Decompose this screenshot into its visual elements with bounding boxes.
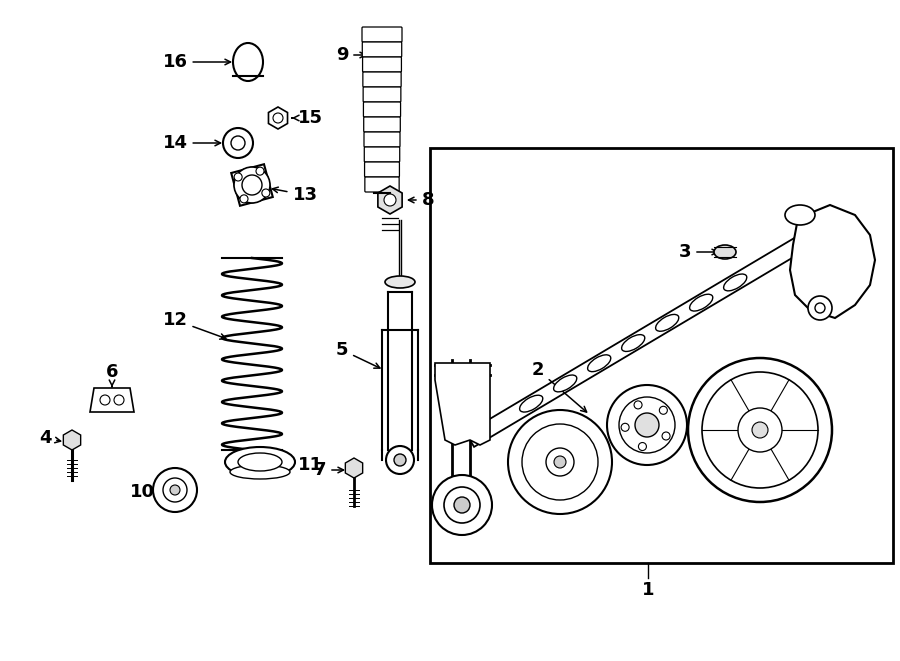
FancyBboxPatch shape [364, 162, 400, 177]
FancyBboxPatch shape [363, 57, 401, 72]
Ellipse shape [714, 245, 736, 259]
Circle shape [444, 487, 480, 523]
Circle shape [256, 167, 264, 175]
Circle shape [394, 454, 406, 466]
Circle shape [634, 401, 642, 409]
Ellipse shape [554, 375, 577, 392]
FancyBboxPatch shape [364, 132, 400, 147]
Circle shape [522, 424, 598, 500]
Circle shape [660, 407, 667, 414]
Circle shape [454, 497, 470, 513]
Circle shape [688, 358, 832, 502]
Circle shape [619, 397, 675, 453]
Ellipse shape [689, 294, 713, 311]
Ellipse shape [724, 274, 747, 291]
Ellipse shape [519, 395, 543, 412]
Text: 6: 6 [106, 363, 118, 387]
Text: 7: 7 [314, 461, 344, 479]
Circle shape [738, 408, 782, 452]
Circle shape [273, 113, 283, 123]
Text: 14: 14 [163, 134, 220, 152]
Circle shape [554, 456, 566, 468]
Polygon shape [268, 107, 287, 129]
Circle shape [114, 395, 124, 405]
FancyBboxPatch shape [364, 117, 400, 132]
Polygon shape [346, 458, 363, 478]
Ellipse shape [230, 465, 290, 479]
Circle shape [234, 173, 242, 181]
Circle shape [815, 303, 825, 313]
Circle shape [242, 175, 262, 195]
Circle shape [546, 448, 574, 476]
FancyBboxPatch shape [362, 27, 402, 42]
Polygon shape [466, 231, 814, 447]
Circle shape [240, 195, 248, 203]
Circle shape [621, 423, 629, 431]
Ellipse shape [238, 453, 282, 471]
Circle shape [223, 128, 253, 158]
Circle shape [163, 478, 187, 502]
Polygon shape [790, 205, 875, 318]
Ellipse shape [588, 355, 611, 371]
Text: 3: 3 [679, 243, 717, 261]
Circle shape [100, 395, 110, 405]
Text: 9: 9 [336, 46, 365, 64]
Circle shape [384, 194, 396, 206]
Text: 2: 2 [532, 361, 587, 412]
Polygon shape [231, 164, 273, 206]
Text: 4: 4 [39, 429, 60, 447]
Circle shape [702, 372, 818, 488]
Circle shape [231, 136, 245, 150]
Circle shape [508, 410, 612, 514]
Text: 12: 12 [163, 311, 226, 339]
FancyBboxPatch shape [364, 177, 400, 192]
Polygon shape [63, 430, 81, 450]
FancyBboxPatch shape [363, 72, 401, 87]
Circle shape [752, 422, 768, 438]
Ellipse shape [225, 447, 295, 477]
Circle shape [607, 385, 687, 465]
Circle shape [808, 296, 832, 320]
Text: 1: 1 [642, 581, 654, 599]
FancyBboxPatch shape [364, 147, 400, 162]
Text: 11: 11 [283, 456, 322, 474]
Bar [430, 148, 893, 563]
Text: 13: 13 [273, 186, 318, 204]
FancyBboxPatch shape [363, 42, 401, 57]
Circle shape [635, 413, 659, 437]
Text: 5: 5 [336, 341, 380, 368]
Text: 8: 8 [409, 191, 435, 209]
Ellipse shape [622, 334, 644, 352]
Circle shape [234, 167, 270, 203]
Ellipse shape [785, 205, 815, 225]
Text: 10: 10 [130, 483, 161, 501]
Ellipse shape [233, 43, 263, 81]
Circle shape [153, 468, 197, 512]
FancyBboxPatch shape [363, 87, 400, 102]
Ellipse shape [385, 276, 415, 288]
Ellipse shape [655, 315, 679, 331]
Text: 15: 15 [292, 109, 322, 127]
Polygon shape [90, 388, 134, 412]
Circle shape [662, 432, 670, 440]
Circle shape [432, 475, 492, 535]
Circle shape [262, 189, 270, 197]
Circle shape [638, 442, 646, 451]
Circle shape [170, 485, 180, 495]
Polygon shape [378, 186, 402, 214]
Circle shape [386, 446, 414, 474]
FancyBboxPatch shape [364, 102, 400, 117]
Polygon shape [435, 363, 490, 445]
Text: 16: 16 [163, 53, 230, 71]
